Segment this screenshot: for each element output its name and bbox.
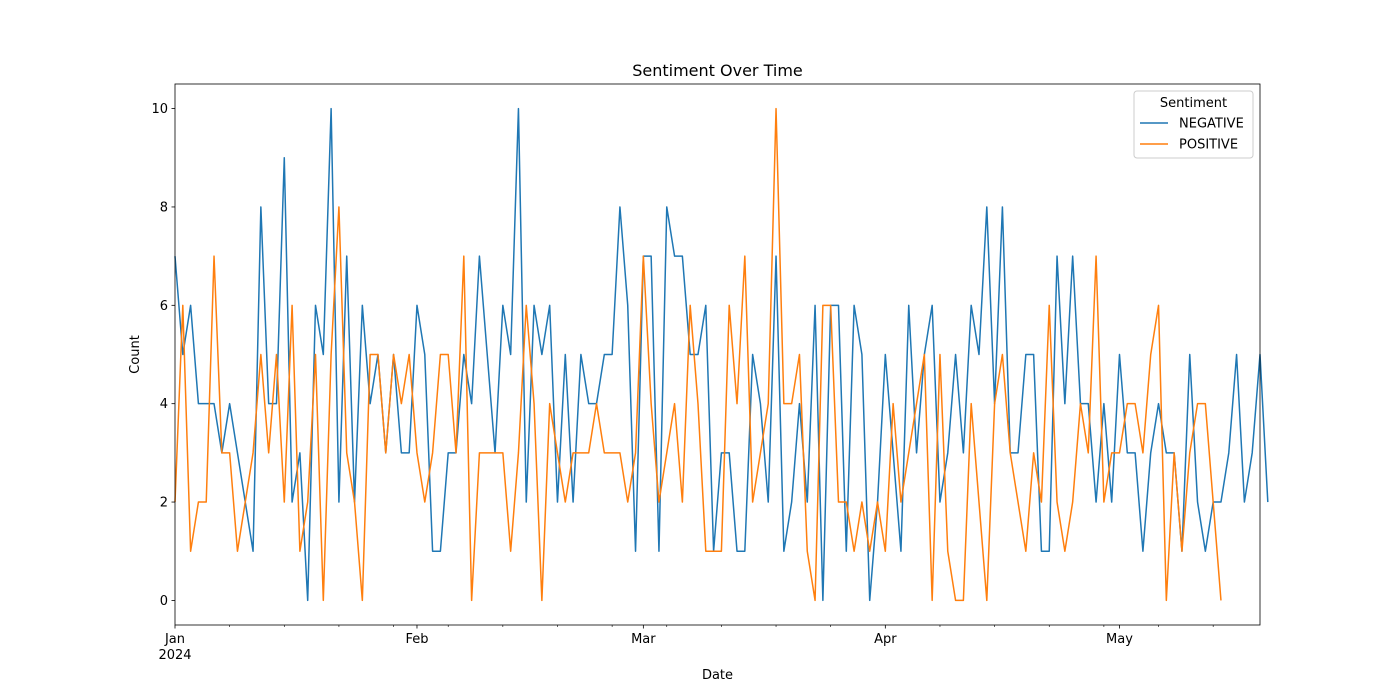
x-tick-label: May (1106, 632, 1133, 647)
plot-frame (174, 83, 1261, 626)
x-tick-label: Apr (874, 632, 897, 647)
x-tick-label: Jan (164, 632, 185, 647)
y-tick-label: 10 (151, 102, 168, 117)
y-tick-label: 2 (160, 496, 168, 511)
series-line-positive (174, 107, 1222, 602)
x-tick-sublabel: 2024 (158, 648, 191, 663)
y-tick-label: 8 (160, 200, 168, 215)
x-tick-label: Mar (631, 632, 656, 647)
x-tick-label: Feb (405, 632, 428, 647)
legend-entry: NEGATIVE (1179, 117, 1244, 132)
y-tick-label: 0 (160, 594, 168, 609)
legend-box (1133, 90, 1254, 159)
plot-area (174, 107, 1269, 602)
chart-title: Sentiment Over Time (632, 61, 803, 80)
y-tick-label: 6 (160, 299, 168, 314)
legend: Sentiment NEGATIVE POSITIVE (1133, 90, 1254, 159)
y-axis-label: Count (128, 335, 143, 374)
legend-title: Sentiment (1160, 96, 1227, 111)
x-axis-label: Date (702, 668, 733, 683)
series-line-negative (174, 107, 1269, 602)
y-tick-label: 4 (160, 397, 168, 412)
legend-entry: POSITIVE (1179, 138, 1238, 153)
